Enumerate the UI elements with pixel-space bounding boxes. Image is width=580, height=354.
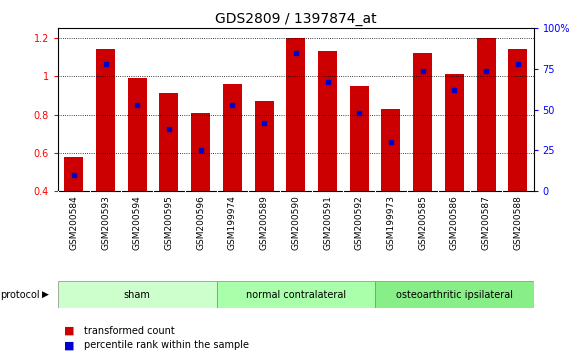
Bar xyxy=(382,109,400,191)
Text: GSM200594: GSM200594 xyxy=(133,195,142,250)
Bar xyxy=(58,281,216,308)
Bar xyxy=(287,38,305,191)
Bar xyxy=(128,78,147,191)
Text: GSM199974: GSM199974 xyxy=(228,195,237,250)
Text: ■: ■ xyxy=(64,326,74,336)
Bar xyxy=(477,38,495,191)
Text: GSM200596: GSM200596 xyxy=(196,195,205,250)
Text: GSM200584: GSM200584 xyxy=(70,195,78,250)
Text: sham: sham xyxy=(124,290,151,300)
Bar xyxy=(508,50,527,191)
Text: percentile rank within the sample: percentile rank within the sample xyxy=(84,340,249,350)
Bar xyxy=(318,51,337,191)
Bar xyxy=(375,281,534,308)
Text: GSM200595: GSM200595 xyxy=(165,195,173,250)
Title: GDS2809 / 1397874_at: GDS2809 / 1397874_at xyxy=(215,12,376,26)
Text: ▶: ▶ xyxy=(42,290,49,299)
Bar xyxy=(191,113,210,191)
Bar xyxy=(96,50,115,191)
Text: GSM199973: GSM199973 xyxy=(386,195,396,250)
Text: GSM200591: GSM200591 xyxy=(323,195,332,250)
Text: GSM200587: GSM200587 xyxy=(481,195,491,250)
Text: GSM200593: GSM200593 xyxy=(101,195,110,250)
Bar xyxy=(160,93,179,191)
Text: GSM200592: GSM200592 xyxy=(355,195,364,250)
Bar xyxy=(445,74,464,191)
Bar xyxy=(64,157,84,191)
Bar xyxy=(216,281,375,308)
Text: transformed count: transformed count xyxy=(84,326,175,336)
Bar xyxy=(413,53,432,191)
Bar xyxy=(223,84,242,191)
Text: GSM200585: GSM200585 xyxy=(418,195,427,250)
Bar xyxy=(350,86,369,191)
Text: GSM200588: GSM200588 xyxy=(513,195,522,250)
Text: GSM200589: GSM200589 xyxy=(260,195,269,250)
Text: GSM200590: GSM200590 xyxy=(291,195,300,250)
Bar xyxy=(255,101,274,191)
Text: GSM200586: GSM200586 xyxy=(450,195,459,250)
Text: normal contralateral: normal contralateral xyxy=(246,290,346,300)
Text: osteoarthritic ipsilateral: osteoarthritic ipsilateral xyxy=(396,290,513,300)
Text: ■: ■ xyxy=(64,340,74,350)
Text: protocol: protocol xyxy=(1,290,40,300)
